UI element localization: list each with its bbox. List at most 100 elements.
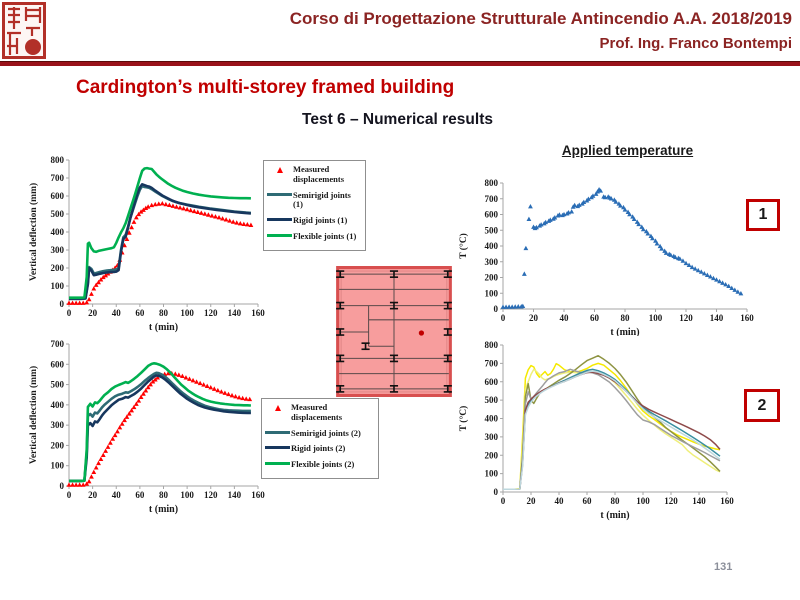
legend-item: Measured displacements xyxy=(265,402,375,423)
svg-text:0: 0 xyxy=(494,487,499,497)
svg-text:80: 80 xyxy=(621,313,631,323)
line-marker-icon xyxy=(265,430,290,434)
slide-title: Cardington’s multi-storey framed buildin… xyxy=(76,77,455,98)
svg-text:0: 0 xyxy=(494,304,499,314)
svg-text:60: 60 xyxy=(590,313,600,323)
legend-item: Rigid joints (1) xyxy=(267,215,362,226)
svg-text:160: 160 xyxy=(740,313,754,323)
legend-deflection-1: Measured displacements Semirigid joints … xyxy=(263,160,366,251)
triangle-marker-icon xyxy=(277,167,283,173)
svg-text:t (min): t (min) xyxy=(610,327,639,336)
floor-plan-diagram xyxy=(336,266,453,397)
svg-text:120: 120 xyxy=(679,313,693,323)
svg-text:200: 200 xyxy=(485,450,499,460)
svg-text:80: 80 xyxy=(611,496,621,506)
svg-text:t (min): t (min) xyxy=(149,504,178,515)
svg-text:100: 100 xyxy=(485,469,499,479)
svg-text:600: 600 xyxy=(485,377,499,387)
svg-text:200: 200 xyxy=(51,440,65,450)
svg-text:T (°C): T (°C) xyxy=(458,233,469,259)
svg-text:100: 100 xyxy=(649,313,663,323)
legend-deflection-2: Measured displacements Semirigid joints … xyxy=(261,398,379,479)
svg-text:80: 80 xyxy=(159,490,169,500)
svg-text:400: 400 xyxy=(485,414,499,424)
deflection-chart-point-1: 0 100 200 300 400 500 600 700 800 0 20 40 60 80 100 120… xyxy=(25,150,270,350)
svg-text:40: 40 xyxy=(112,308,122,318)
svg-text:400: 400 xyxy=(485,241,499,251)
svg-text:500: 500 xyxy=(485,395,499,405)
marker-box-2: 2 xyxy=(744,389,780,422)
svg-text:60: 60 xyxy=(583,496,593,506)
svg-text:0: 0 xyxy=(67,308,72,318)
svg-text:100: 100 xyxy=(636,496,650,506)
slide-subtitle: Test 6 – Numerical results xyxy=(302,111,493,128)
svg-text:t (min): t (min) xyxy=(149,322,178,333)
svg-text:120: 120 xyxy=(204,308,218,318)
svg-text:700: 700 xyxy=(485,194,499,204)
svg-text:0: 0 xyxy=(67,490,72,500)
svg-text:Vertical deflection (mm): Vertical deflection (mm) xyxy=(28,366,39,464)
professor-name: Prof. Ing. Franco Bontempi xyxy=(599,35,792,52)
svg-text:100: 100 xyxy=(51,281,65,291)
svg-text:40: 40 xyxy=(560,313,570,323)
svg-text:0: 0 xyxy=(60,299,65,309)
svg-text:800: 800 xyxy=(485,340,499,350)
svg-text:300: 300 xyxy=(485,257,499,267)
svg-text:t (min): t (min) xyxy=(600,510,629,521)
svg-text:140: 140 xyxy=(710,313,724,323)
svg-text:100: 100 xyxy=(485,288,499,298)
page-number: 131 xyxy=(714,561,733,573)
svg-text:120: 120 xyxy=(664,496,678,506)
triangle-marker-icon xyxy=(275,405,281,411)
svg-text:600: 600 xyxy=(51,191,65,201)
line-marker-icon xyxy=(267,218,292,222)
svg-text:200: 200 xyxy=(51,263,65,273)
svg-text:0: 0 xyxy=(501,496,506,506)
marker-box-1: 1 xyxy=(746,199,780,231)
legend-item: Rigid joints (2) xyxy=(265,444,375,454)
svg-text:300: 300 xyxy=(51,245,65,255)
legend-item: Flexible joints (2) xyxy=(265,459,375,470)
svg-text:160: 160 xyxy=(720,496,734,506)
course-title: Corso di Progettazione Strutturale Antin… xyxy=(289,9,792,28)
legend-item: Flexible joints (1) xyxy=(267,231,362,242)
svg-text:100: 100 xyxy=(51,461,65,471)
svg-text:700: 700 xyxy=(485,358,499,368)
test-point-marker xyxy=(418,330,425,336)
svg-text:100: 100 xyxy=(180,308,194,318)
svg-text:600: 600 xyxy=(485,210,499,220)
deflection-chart-point-2: 0 100 200 300 400 500 600 700 0 20 40 60 80 100 120 140… xyxy=(25,336,270,532)
svg-text:500: 500 xyxy=(51,380,65,390)
svg-text:160: 160 xyxy=(251,490,265,500)
svg-text:700: 700 xyxy=(51,173,65,183)
svg-text:Vertical deflection (mm): Vertical deflection (mm) xyxy=(28,183,39,281)
svg-text:20: 20 xyxy=(529,313,539,323)
seal-stamp-icon xyxy=(2,2,46,59)
svg-text:20: 20 xyxy=(527,496,537,506)
header-divider xyxy=(0,61,800,66)
svg-text:160: 160 xyxy=(251,308,265,318)
svg-text:300: 300 xyxy=(51,420,65,430)
svg-text:120: 120 xyxy=(204,490,218,500)
svg-text:40: 40 xyxy=(555,496,565,506)
svg-text:140: 140 xyxy=(228,308,242,318)
svg-text:400: 400 xyxy=(51,227,65,237)
line-marker-icon xyxy=(265,446,290,450)
svg-text:100: 100 xyxy=(180,490,194,500)
line-marker-icon xyxy=(267,233,292,237)
svg-text:0: 0 xyxy=(60,481,65,491)
svg-text:700: 700 xyxy=(51,339,65,349)
svg-text:500: 500 xyxy=(485,225,499,235)
svg-text:60: 60 xyxy=(135,308,145,318)
svg-text:300: 300 xyxy=(485,432,499,442)
svg-text:140: 140 xyxy=(692,496,706,506)
svg-text:20: 20 xyxy=(88,490,98,500)
gas-temperature-chart: 0 100 200 300 400 500 600 700 800 0 20 40 60 80 100 120… xyxy=(455,338,755,530)
svg-text:40: 40 xyxy=(112,490,122,500)
svg-text:800: 800 xyxy=(485,178,499,188)
svg-text:20: 20 xyxy=(88,308,98,318)
svg-text:800: 800 xyxy=(51,155,65,165)
applied-temperature-title: Applied temperature xyxy=(561,143,694,158)
svg-text:400: 400 xyxy=(51,400,65,410)
svg-text:0: 0 xyxy=(501,313,506,323)
